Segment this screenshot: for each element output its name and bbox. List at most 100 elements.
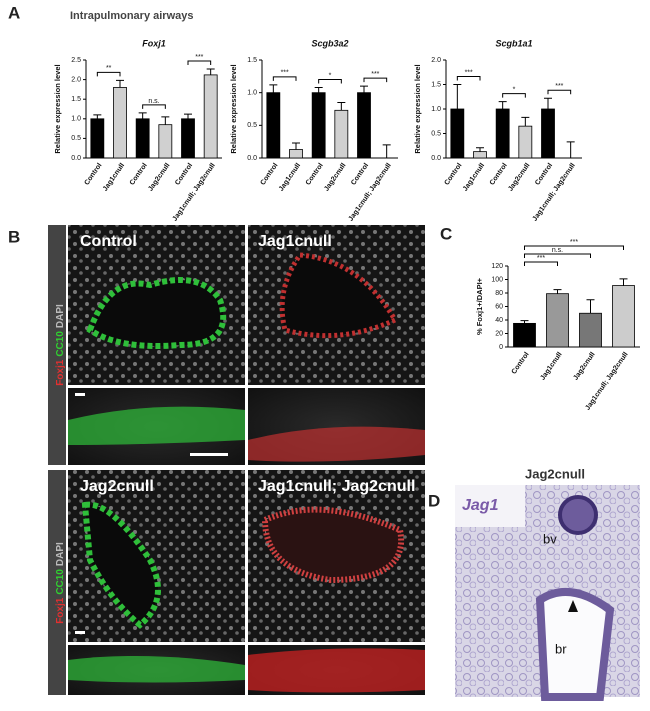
error-bar (382, 144, 391, 158)
error-bar (292, 142, 300, 150)
error-bar (619, 278, 628, 286)
y-axis-label: % Foxj1+/DAPI+ (475, 277, 484, 335)
significance-bracket (524, 253, 591, 258)
bar (203, 74, 218, 159)
y-tick-label: 1.0 (71, 116, 81, 123)
x-tick-label: Control (489, 162, 509, 186)
error-bar (520, 320, 529, 324)
stain-name: CC10 (55, 331, 66, 357)
x-tick-label: Control (350, 162, 370, 186)
y-tick-label: 60 (495, 303, 503, 310)
bar (266, 92, 281, 159)
significance-label: n.s. (148, 98, 159, 105)
significance-label: *** (195, 54, 203, 61)
y-tick-label: 0.0 (71, 155, 81, 162)
significance-label: *** (465, 69, 473, 76)
bar (357, 92, 371, 159)
bar (579, 312, 602, 348)
significance-bracket (142, 104, 166, 109)
y-tick-label: 40 (495, 317, 503, 324)
x-tick-label: Control (305, 162, 325, 186)
error-bar (360, 85, 368, 93)
error-bar (498, 101, 507, 109)
error-bar (161, 116, 170, 125)
y-tick-label: 0.5 (71, 135, 81, 142)
error-bar (93, 114, 102, 119)
significance-label: ** (106, 65, 112, 72)
y-axis-label: Relative expression level (229, 64, 238, 153)
blood-vessel (558, 495, 598, 535)
y-axis-label: Relative expression level (53, 64, 62, 153)
error-bar (206, 68, 215, 75)
significance-bracket (318, 78, 342, 84)
bar (113, 87, 127, 159)
gene-label: Jag1 (462, 497, 499, 514)
bar (450, 108, 465, 159)
chart-title: Foxj1 (142, 38, 166, 48)
bar (311, 92, 326, 159)
y-tick-label: 0.0 (247, 155, 257, 162)
y-tick-label: 2.0 (71, 76, 81, 83)
significance-label: * (513, 86, 516, 93)
micrograph-label: Jag2cnull (80, 478, 154, 495)
bar (90, 118, 105, 159)
significance-bracket (502, 93, 526, 98)
error-bar (521, 116, 530, 127)
y-tick-label: 0.0 (431, 155, 441, 162)
error-bar (544, 97, 552, 109)
y-axis-label: Relative expression level (413, 64, 422, 153)
y-tick-label: 2.5 (71, 57, 81, 64)
significance-bracket (363, 77, 388, 83)
x-tick-label: Control (511, 351, 531, 375)
bar (513, 322, 536, 348)
stain-label: Foxj1 CC10 DAPI (55, 304, 66, 386)
error-bar (566, 141, 575, 158)
panel-letter: B (8, 227, 20, 246)
significance-label: *** (570, 239, 578, 246)
chart-title: Scgb1a1 (495, 38, 532, 48)
y-tick-label: 1.5 (247, 57, 257, 64)
x-tick-label: Jag2cnull (507, 162, 531, 193)
significance-label: *** (555, 83, 563, 90)
x-tick-label: Jag1cnull; Jag2cnull (172, 162, 217, 222)
error-bar (314, 86, 323, 93)
stain-name: Foxj1 (55, 359, 66, 386)
bar (334, 109, 349, 159)
epithelium (248, 648, 425, 693)
significance-bracket (547, 89, 572, 95)
label-box (455, 485, 525, 527)
chart-title: Scgb3a2 (311, 38, 348, 48)
significance-label: *** (371, 71, 379, 78)
y-tick-label: 1.5 (431, 81, 441, 88)
y-tick-label: 120 (491, 263, 503, 270)
error-bar (138, 112, 147, 119)
x-tick-label: Control (174, 162, 194, 186)
significance-bracket (96, 71, 121, 77)
stain-name: CC10 (55, 569, 66, 595)
significance-label: *** (537, 255, 545, 262)
bar (473, 151, 487, 159)
error-bar (553, 289, 562, 294)
bar (158, 124, 173, 159)
airway (279, 252, 399, 339)
x-tick-label: Control (443, 162, 463, 186)
x-tick-label: Jag2cnull (572, 351, 596, 382)
panel-letter: D (428, 491, 440, 510)
structure-label: bv (543, 531, 557, 546)
y-tick-label: 1.0 (431, 106, 441, 113)
scale-bar (75, 393, 85, 396)
y-tick-label: 0.5 (431, 130, 441, 137)
error-bar (184, 113, 192, 119)
epithelium (68, 656, 245, 683)
y-tick-label: 100 (491, 276, 503, 283)
scale-bar (190, 453, 228, 456)
airway (261, 506, 405, 584)
panel-letter: C (440, 224, 452, 243)
x-tick-label: Jag2cnull (147, 162, 171, 193)
x-tick-label: Jag1cnull (462, 162, 486, 193)
structure-label: br (555, 641, 567, 656)
significance-bracket (524, 245, 624, 250)
x-tick-label: Control (83, 162, 103, 186)
bronchus (535, 588, 615, 701)
